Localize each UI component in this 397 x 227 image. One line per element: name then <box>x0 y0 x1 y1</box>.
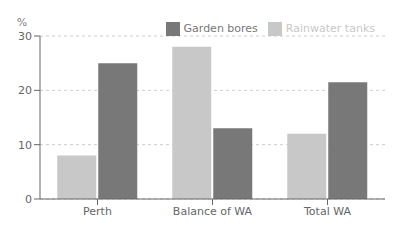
svg-text:Perth: Perth <box>83 205 112 218</box>
svg-text:0: 0 <box>25 193 32 206</box>
html-text:Rainwater tanks: Rainwater tanks <box>285 22 375 35</box>
html-text:Garden bores: Garden bores <box>183 22 258 35</box>
svg-text:10: 10 <box>18 139 32 152</box>
svg-text:Total WA: Total WA <box>303 205 351 218</box>
svg-text:%: % <box>17 16 27 29</box>
svg-text:30: 30 <box>18 30 32 43</box>
svg-text:Balance of WA: Balance of WA <box>173 205 253 218</box>
svg-text:20: 20 <box>18 84 32 97</box>
